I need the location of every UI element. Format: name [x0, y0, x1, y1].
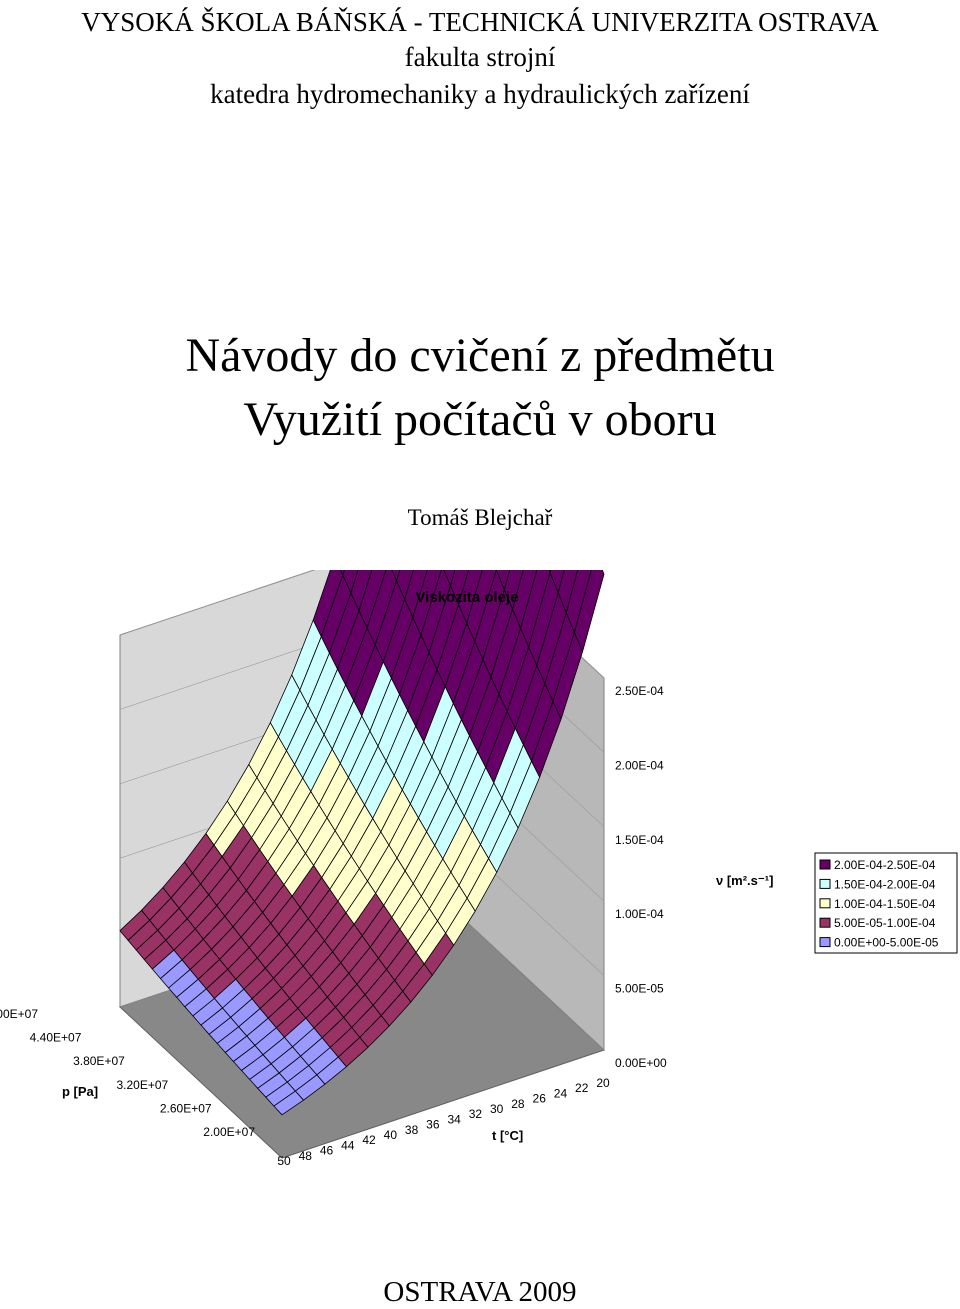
x-tick-label: 20 — [596, 1076, 610, 1090]
legend-label: 0.00E+00-5.00E-05 — [834, 936, 939, 950]
z-tick-label: 1.50E-04 — [615, 833, 664, 847]
y-tick-label: 5.00E+07 — [0, 1007, 38, 1021]
document-title-line2: Využití počítačů v oboru — [0, 392, 960, 448]
author-name: Tomáš Blejchař — [0, 505, 960, 531]
viscosity-surface-chart: Viskozita oleje 0.00E+00 5.00E-05 1.00E-04… — [0, 570, 960, 1180]
z-axis-tick-labels: 0.00E+00 5.00E-05 1.00E-04 1.50E-04 2.00E-04… — [615, 684, 667, 1070]
x-tick-label: 48 — [299, 1149, 313, 1163]
y-tick-label: 4.40E+07 — [30, 1031, 82, 1045]
x-axis-label: t [°C] — [492, 1128, 523, 1143]
x-tick-label: 30 — [490, 1102, 504, 1116]
legend-swatch — [820, 879, 830, 888]
university-name: VYSOKÁ ŠKOLA BÁŇSKÁ - TECHNICKÁ UNIVERZI… — [0, 6, 960, 38]
footer-place-year: OSTRAVA 2009 — [0, 1276, 960, 1309]
document-title-line1: Návody do cvičení z předmětu — [0, 328, 960, 384]
y-tick-label: 2.00E+07 — [203, 1125, 255, 1139]
legend-label: 2.00E-04-2.50E-04 — [834, 858, 936, 872]
y-axis-label: p [Pa] — [62, 1084, 98, 1099]
x-tick-label: 36 — [426, 1118, 440, 1132]
x-tick-label: 32 — [469, 1107, 483, 1121]
chart-legend: 2.00E-04-2.50E-04 1.50E-04-2.00E-04 1.00E-… — [815, 853, 957, 953]
x-tick-label: 34 — [447, 1112, 461, 1126]
z-tick-label: 0.00E+00 — [615, 1056, 667, 1070]
x-tick-label: 22 — [575, 1081, 589, 1095]
x-tick-label: 46 — [320, 1144, 334, 1158]
y-tick-label: 3.20E+07 — [116, 1078, 168, 1092]
legend-swatch — [820, 899, 830, 908]
legend-label: 5.00E-05-1.00E-04 — [834, 916, 936, 930]
x-tick-label: 50 — [277, 1154, 291, 1168]
y-tick-label: 3.80E+07 — [73, 1054, 125, 1068]
legend-swatch — [820, 860, 830, 869]
chart-title: Viskozita oleje — [415, 589, 518, 606]
x-tick-label: 40 — [384, 1128, 398, 1142]
x-tick-label: 28 — [511, 1097, 525, 1111]
z-tick-label: 2.00E-04 — [615, 758, 664, 772]
legend-swatch — [820, 938, 830, 947]
z-axis-label: ν [m².s⁻¹] — [716, 873, 773, 888]
x-tick-label: 26 — [533, 1092, 547, 1106]
department-name: katedra hydromechaniky a hydraulických z… — [0, 78, 960, 110]
x-tick-label: 44 — [341, 1138, 355, 1152]
z-tick-label: 5.00E-05 — [615, 982, 664, 996]
z-tick-label: 1.00E-04 — [615, 907, 664, 921]
x-tick-label: 24 — [554, 1086, 568, 1100]
legend-label: 1.00E-04-1.50E-04 — [834, 897, 936, 911]
z-tick-label: 2.50E-04 — [615, 684, 664, 698]
legend-label: 1.50E-04-2.00E-04 — [834, 877, 936, 891]
x-tick-label: 42 — [362, 1133, 376, 1147]
x-tick-label: 38 — [405, 1123, 419, 1137]
faculty-name: fakulta strojní — [0, 41, 960, 73]
legend-swatch — [820, 918, 830, 927]
y-tick-label: 2.60E+07 — [160, 1101, 212, 1115]
